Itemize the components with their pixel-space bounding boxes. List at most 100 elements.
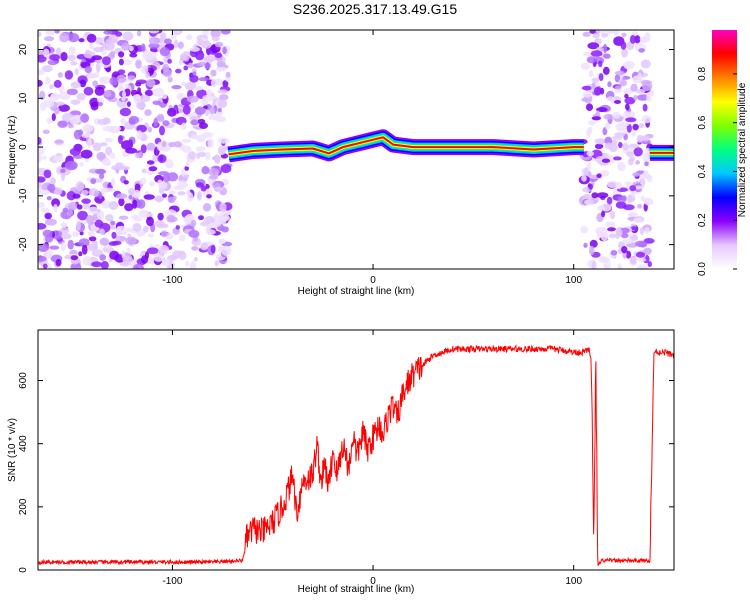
noise-blob xyxy=(99,228,105,235)
noise-blob xyxy=(59,32,70,43)
noise-blob xyxy=(601,210,606,218)
noise-blob xyxy=(603,43,608,54)
noise-blob xyxy=(138,209,151,219)
noise-blob xyxy=(102,157,112,167)
noise-blob xyxy=(607,81,612,88)
noise-blob xyxy=(202,203,212,212)
noise-blob xyxy=(159,125,165,136)
noise-blob xyxy=(613,156,622,161)
noise-blob xyxy=(190,134,199,140)
noise-blob xyxy=(167,172,179,182)
noise-blob xyxy=(644,161,649,167)
noise-blob xyxy=(78,238,90,248)
noise-blob xyxy=(205,151,211,161)
noise-blob xyxy=(148,30,160,34)
noise-blob xyxy=(198,151,207,158)
noise-blob xyxy=(64,254,73,260)
noise-blob xyxy=(583,51,593,57)
noise-blob xyxy=(44,218,57,226)
noise-blob xyxy=(598,256,606,264)
spectrogram-x-ticks: -100 0 100 xyxy=(162,30,582,286)
noise-blob xyxy=(102,246,114,253)
noise-blob xyxy=(94,86,105,96)
noise-blob xyxy=(188,116,200,121)
noise-blob xyxy=(133,217,143,222)
noise-blob xyxy=(587,120,596,126)
noise-blob xyxy=(629,185,636,192)
noise-blob xyxy=(602,66,610,75)
noise-blob xyxy=(636,264,648,269)
noise-blob xyxy=(81,133,91,138)
noise-blob xyxy=(49,92,60,102)
noise-blob xyxy=(40,207,50,213)
noise-blob xyxy=(624,97,636,105)
noise-blob xyxy=(580,62,591,70)
noise-blob xyxy=(615,85,622,90)
noise-blob xyxy=(38,154,42,163)
spectrogram-y-tick-label: 20 xyxy=(18,44,29,56)
noise-blob xyxy=(174,39,179,49)
spectrogram-x-label: Height of straight line (km) xyxy=(298,286,415,297)
noise-blob xyxy=(94,219,104,228)
snr-series-line xyxy=(38,344,674,567)
snr-y-tick-label: 0 xyxy=(18,567,29,573)
noise-blob xyxy=(175,225,180,230)
noise-blob xyxy=(146,247,159,255)
noise-blob xyxy=(121,59,133,65)
noise-blob xyxy=(618,141,623,149)
noise-blob xyxy=(133,263,144,269)
noise-blob xyxy=(159,47,171,57)
noise-blob xyxy=(132,222,142,232)
noise-blob xyxy=(641,81,653,91)
snr-y-ticks: 0 200 400 600 xyxy=(18,372,674,573)
noise-blob xyxy=(81,189,89,196)
noise-blob xyxy=(613,100,622,104)
noise-blob xyxy=(632,217,643,224)
noise-blob xyxy=(161,93,168,100)
noise-blob xyxy=(45,30,55,36)
noise-blob xyxy=(619,79,627,87)
noise-blob xyxy=(646,93,652,102)
noise-blob xyxy=(109,76,118,86)
noise-blob xyxy=(200,40,212,49)
noise-blob xyxy=(42,48,50,58)
noise-blob xyxy=(598,73,604,81)
noise-blob xyxy=(177,191,186,196)
noise-blob xyxy=(596,107,608,113)
noise-blob xyxy=(217,89,228,94)
noise-blob xyxy=(634,185,644,190)
noise-blob xyxy=(210,30,221,38)
noise-blob xyxy=(70,81,81,89)
noise-blob xyxy=(95,168,107,175)
noise-blob xyxy=(78,38,85,43)
noise-blob xyxy=(91,261,103,268)
noise-blob xyxy=(209,107,216,114)
noise-blob xyxy=(144,109,152,116)
noise-blob xyxy=(165,159,174,169)
noise-blob xyxy=(200,185,207,192)
noise-blob xyxy=(221,245,232,256)
noise-blob xyxy=(119,107,131,117)
noise-blob xyxy=(80,113,90,123)
noise-blob xyxy=(92,80,99,87)
noise-blob xyxy=(118,51,125,58)
noise-blob xyxy=(100,187,108,195)
noise-blob xyxy=(617,162,626,172)
noise-blob xyxy=(218,238,226,244)
noise-blob xyxy=(217,146,226,156)
noise-blob xyxy=(187,192,194,202)
noise-blob xyxy=(614,74,621,83)
noise-blob xyxy=(607,227,616,232)
noise-blob xyxy=(142,225,149,233)
noise-blob xyxy=(220,30,231,35)
noise-blob xyxy=(206,88,212,96)
noise-blob xyxy=(612,111,621,119)
noise-blob xyxy=(57,120,68,128)
noise-blob xyxy=(144,89,154,97)
noise-blob xyxy=(182,104,191,115)
noise-blob xyxy=(97,97,103,103)
noise-blob xyxy=(175,68,182,74)
noise-blob xyxy=(630,235,639,241)
noise-blob xyxy=(82,124,94,133)
noise-blob xyxy=(177,41,184,49)
